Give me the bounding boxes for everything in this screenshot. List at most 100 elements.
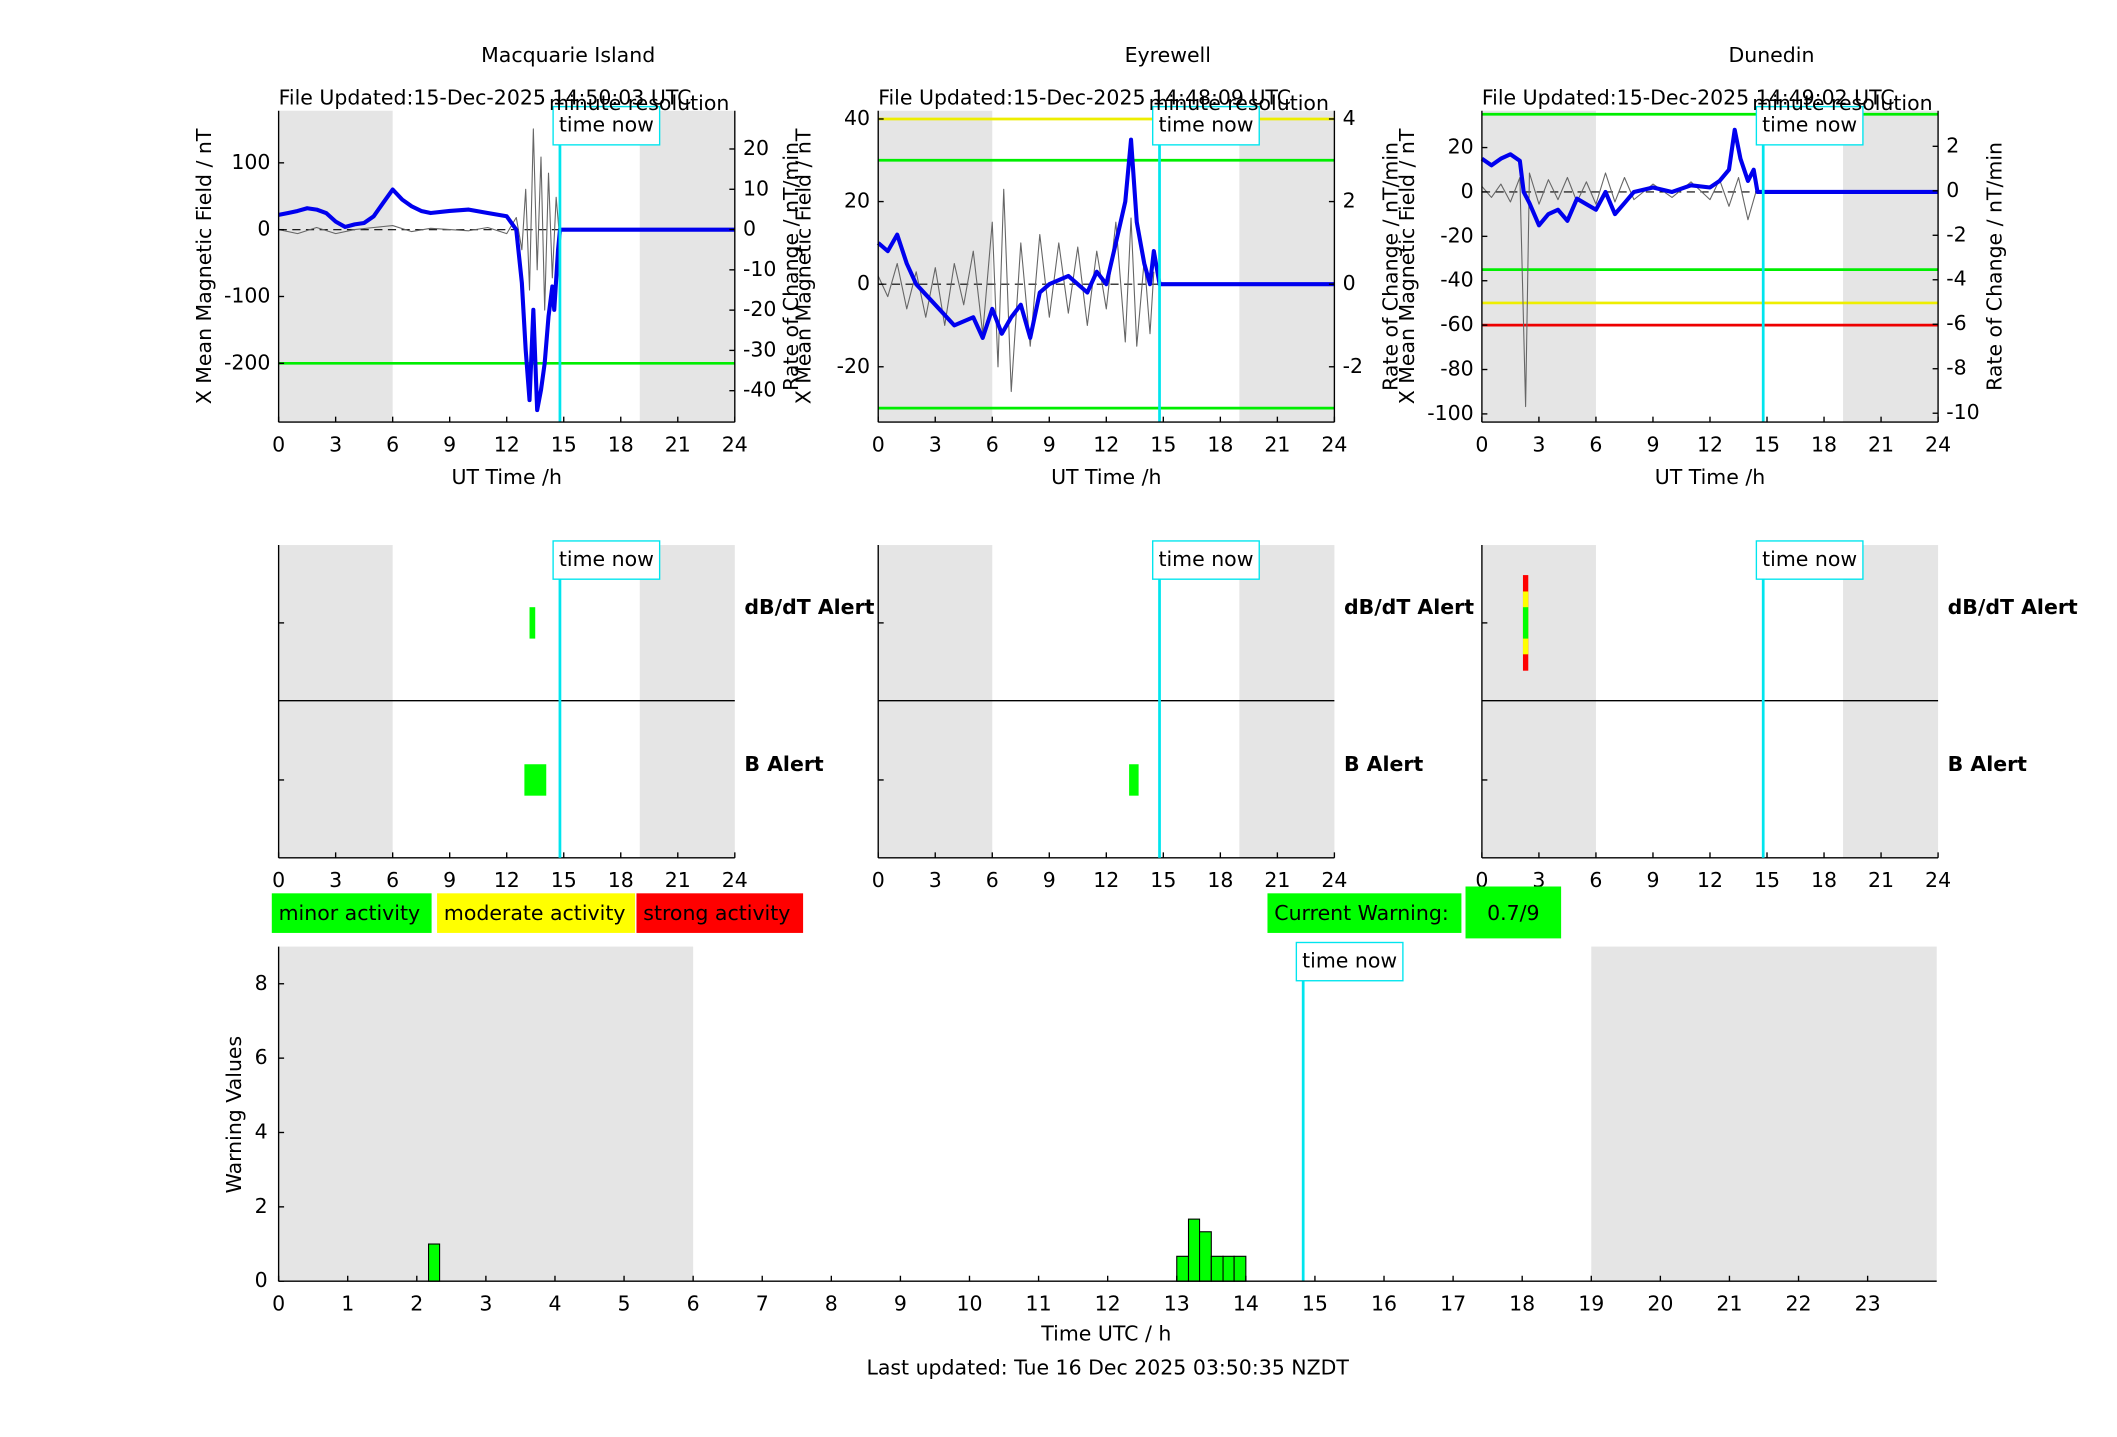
x-tick-label: 18	[1509, 1291, 1535, 1315]
time-now-box	[1755, 540, 1864, 580]
y-tick-label: 8	[255, 971, 268, 995]
y2-tick-label: -4	[1946, 267, 1966, 291]
y-axis-label: X Mean Magnetic Field / nT	[1395, 128, 1419, 404]
x-tick-label: 0	[272, 868, 285, 892]
legend-label: moderate activity	[444, 901, 626, 925]
x-tick-label: 6	[986, 432, 999, 456]
x-tick-label: 3	[1532, 868, 1545, 892]
x-tick-label: 7	[756, 1291, 769, 1315]
y2-tick-label: 4	[1343, 106, 1356, 130]
bar	[1233, 1255, 1247, 1282]
x-tick-label: 15	[1150, 432, 1176, 456]
y2-tick-label: 10	[743, 176, 769, 200]
field-line	[1480, 127, 1939, 228]
y-tick-label: -80	[1440, 357, 1473, 381]
x-tick-label: 21	[1868, 868, 1894, 892]
x-tick-label: 9	[1646, 868, 1659, 892]
bar	[1222, 1255, 1235, 1282]
time-now-box	[552, 105, 661, 146]
x-tick-label: 11	[1026, 1291, 1052, 1315]
night-shade	[1843, 110, 1939, 423]
y-tick-label: 0	[257, 217, 270, 241]
y2-tick-label: 0	[1343, 271, 1356, 295]
x-axis-label: Time UTC / h	[1040, 1321, 1171, 1345]
y-axis-label: Warning Values	[222, 1036, 246, 1194]
y-axis-label: X Mean Magnetic Field / nT	[192, 128, 216, 404]
x-tick-label: 3	[329, 868, 342, 892]
y2-tick-label: -40	[743, 378, 776, 402]
chart-title: Eyrewell	[1125, 43, 1211, 67]
x-tick-label: 24	[1925, 432, 1951, 456]
resolution: minute resolution	[549, 91, 729, 115]
x-tick-label: 12	[494, 868, 520, 892]
x-tick-label: 0	[872, 868, 885, 892]
alert-row-label: dB/dT Alert	[744, 595, 874, 619]
x-tick-label: 3	[1532, 432, 1545, 456]
alert-event	[529, 607, 536, 639]
x-tick-label: 9	[1043, 432, 1056, 456]
alert-row-label: B Alert	[1344, 752, 1424, 776]
x-axis-label: UT Time /h	[1655, 465, 1765, 489]
x-tick-label: 15	[1150, 868, 1176, 892]
x-tick-label: 9	[1646, 432, 1659, 456]
alert-row-label: B Alert	[1948, 752, 2028, 776]
file-updated: File Updated:15-Dec-2025 14:48:09 UTC	[878, 85, 1291, 109]
time-now-label: time now	[1762, 547, 1857, 571]
x-tick-label: 20	[1647, 1291, 1673, 1315]
warning-label: Current Warning:	[1274, 901, 1448, 925]
x-tick-label: 3	[929, 868, 942, 892]
x-tick-label: 2	[410, 1291, 423, 1315]
x-tick-label: 21	[1264, 868, 1290, 892]
x-tick-label: 21	[665, 868, 691, 892]
y-tick-label: 0	[1461, 179, 1474, 203]
y-tick-label: 0	[857, 271, 870, 295]
x-tick-label: 22	[1786, 1291, 1812, 1315]
x-tick-label: 6	[687, 1291, 700, 1315]
bar	[1210, 1255, 1224, 1282]
time-now-box	[552, 540, 661, 580]
y-tick-label: 4	[255, 1119, 268, 1143]
time-now-label: time now	[1158, 547, 1253, 571]
x-tick-label: 12	[1093, 868, 1119, 892]
x-tick-label: 18	[608, 432, 634, 456]
y2-tick-label: 2	[1946, 133, 1959, 157]
time-now-label: time now	[559, 113, 654, 137]
x-tick-label: 24	[1321, 432, 1347, 456]
x-axis-label: UT Time /h	[1051, 465, 1161, 489]
x-tick-label: 13	[1164, 1291, 1190, 1315]
bar	[1176, 1255, 1190, 1282]
time-now-box	[1152, 105, 1260, 146]
x-tick-label: 0	[872, 432, 885, 456]
resolution: minute resolution	[1149, 91, 1329, 115]
x-tick-label: 24	[722, 432, 748, 456]
x-tick-label: 0	[272, 1291, 285, 1315]
legend-swatch	[271, 893, 432, 933]
legend-label: minor activity	[279, 901, 421, 925]
x-tick-label: 6	[386, 868, 399, 892]
y2-tick-label: -2	[1946, 222, 1966, 246]
x-tick-label: 0	[1475, 432, 1488, 456]
x-tick-label: 12	[1697, 432, 1723, 456]
x-tick-label: 6	[1589, 868, 1602, 892]
alert-event	[524, 764, 547, 796]
x-tick-label: 5	[618, 1291, 631, 1315]
x-tick-label: 12	[494, 432, 520, 456]
y2-tick-label: 0	[1946, 178, 1959, 202]
legend-swatch	[437, 893, 636, 933]
time-now-box	[1295, 941, 1404, 982]
x-tick-label: 9	[443, 868, 456, 892]
time-now-label: time now	[559, 547, 654, 571]
time-now-label: time now	[1158, 113, 1253, 137]
x-tick-label: 21	[1264, 432, 1290, 456]
night-shade	[278, 110, 393, 423]
x-tick-label: 12	[1093, 432, 1119, 456]
y2-tick-label: 2	[1343, 189, 1356, 213]
x-tick-label: 19	[1578, 1291, 1604, 1315]
x-tick-label: 12	[1697, 868, 1723, 892]
legend-swatch	[636, 893, 804, 933]
x-tick-label: 16	[1371, 1291, 1397, 1315]
x-tick-label: 3	[479, 1291, 492, 1315]
y2-tick-label: -30	[743, 337, 776, 361]
x-tick-label: 24	[1321, 868, 1347, 892]
